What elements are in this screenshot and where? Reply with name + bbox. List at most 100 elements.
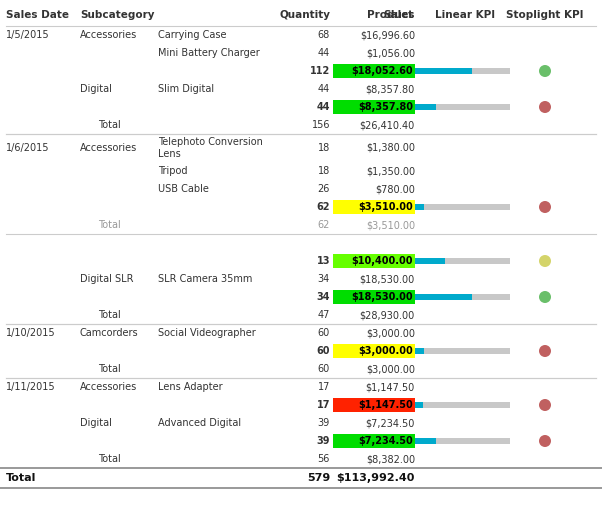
Text: $16,996.60: $16,996.60 xyxy=(360,30,415,40)
Text: Total: Total xyxy=(98,310,121,320)
Bar xyxy=(333,64,415,78)
Text: 1/6/2015: 1/6/2015 xyxy=(6,143,49,153)
Text: 60: 60 xyxy=(318,364,330,374)
Text: $18,530.00: $18,530.00 xyxy=(352,292,413,302)
Text: Total: Total xyxy=(98,120,121,130)
Bar xyxy=(415,438,436,444)
Text: $26,410.40: $26,410.40 xyxy=(360,120,415,130)
Text: $7,234.50: $7,234.50 xyxy=(365,418,415,428)
Text: $1,147.50: $1,147.50 xyxy=(358,400,413,410)
Text: 34: 34 xyxy=(318,274,330,284)
Bar xyxy=(415,258,510,264)
Text: Accessories: Accessories xyxy=(80,30,137,40)
Text: $3,000.00: $3,000.00 xyxy=(366,364,415,374)
Text: Sales: Sales xyxy=(383,10,415,20)
Text: 13: 13 xyxy=(317,256,330,266)
Text: Digital: Digital xyxy=(80,84,112,94)
Text: $10,400.00: $10,400.00 xyxy=(352,256,413,266)
Text: Accessories: Accessories xyxy=(80,382,137,392)
Text: USB Cable: USB Cable xyxy=(158,184,209,194)
Text: $3,000.00: $3,000.00 xyxy=(366,328,415,338)
Text: 47: 47 xyxy=(318,310,330,320)
Text: Product: Product xyxy=(367,10,413,20)
Text: $18,052.60: $18,052.60 xyxy=(352,66,413,76)
Bar xyxy=(415,348,510,354)
Text: $8,382.00: $8,382.00 xyxy=(366,454,415,464)
Text: 1/5/2015: 1/5/2015 xyxy=(6,30,49,40)
Text: $1,380.00: $1,380.00 xyxy=(366,143,415,153)
Text: Quantity: Quantity xyxy=(279,10,330,20)
Text: 60: 60 xyxy=(318,328,330,338)
Bar xyxy=(333,200,415,214)
Bar xyxy=(415,348,424,354)
Circle shape xyxy=(539,255,551,267)
Text: 39: 39 xyxy=(317,436,330,446)
Text: 44: 44 xyxy=(318,84,330,94)
Text: $1,147.50: $1,147.50 xyxy=(366,382,415,392)
Text: Accessories: Accessories xyxy=(80,143,137,153)
Text: Digital: Digital xyxy=(80,418,112,428)
Text: Linear KPI: Linear KPI xyxy=(435,10,495,20)
Text: $3,510.00: $3,510.00 xyxy=(358,202,413,212)
Circle shape xyxy=(539,345,551,357)
Text: Telephoto Conversion: Telephoto Conversion xyxy=(158,137,263,147)
Text: Carrying Case: Carrying Case xyxy=(158,30,226,40)
Text: Total: Total xyxy=(6,473,36,483)
Bar xyxy=(415,68,510,74)
Text: 62: 62 xyxy=(317,202,330,212)
Text: Tripod: Tripod xyxy=(158,166,187,176)
Text: Subcategory: Subcategory xyxy=(80,10,155,20)
Circle shape xyxy=(539,101,551,113)
Bar xyxy=(333,100,415,114)
Text: 39: 39 xyxy=(318,418,330,428)
Text: 34: 34 xyxy=(317,292,330,302)
Text: Total: Total xyxy=(98,220,121,230)
Text: 68: 68 xyxy=(318,30,330,40)
Bar xyxy=(415,402,423,408)
Text: Advanced Digital: Advanced Digital xyxy=(158,418,241,428)
Text: 17: 17 xyxy=(317,400,330,410)
Text: 62: 62 xyxy=(318,220,330,230)
Text: Camcorders: Camcorders xyxy=(80,328,138,338)
Bar xyxy=(415,438,510,444)
Text: SLR Camera 35mm: SLR Camera 35mm xyxy=(158,274,252,284)
Text: $8,357.80: $8,357.80 xyxy=(366,84,415,94)
Text: 44: 44 xyxy=(317,102,330,112)
Text: $3,000.00: $3,000.00 xyxy=(358,346,413,356)
Circle shape xyxy=(539,291,551,303)
Text: Lens: Lens xyxy=(158,149,181,159)
Text: Mini Battery Charger: Mini Battery Charger xyxy=(158,48,259,58)
Text: $1,350.00: $1,350.00 xyxy=(366,166,415,176)
Bar xyxy=(333,290,415,304)
Text: 579: 579 xyxy=(307,473,330,483)
Text: 18: 18 xyxy=(318,166,330,176)
Text: $780.00: $780.00 xyxy=(375,184,415,194)
Text: Slim Digital: Slim Digital xyxy=(158,84,214,94)
Text: 1/10/2015: 1/10/2015 xyxy=(6,328,55,338)
Bar xyxy=(415,258,445,264)
Bar xyxy=(333,398,415,412)
Circle shape xyxy=(539,435,551,447)
Bar xyxy=(415,68,472,74)
Bar xyxy=(333,254,415,268)
Circle shape xyxy=(539,201,551,213)
Text: 26: 26 xyxy=(318,184,330,194)
Text: Total: Total xyxy=(98,454,121,464)
Text: 1/11/2015: 1/11/2015 xyxy=(6,382,55,392)
Text: Stoplight KPI: Stoplight KPI xyxy=(506,10,584,20)
Circle shape xyxy=(539,65,551,77)
Text: 56: 56 xyxy=(318,454,330,464)
Text: Lens Adapter: Lens Adapter xyxy=(158,382,223,392)
Text: $3,510.00: $3,510.00 xyxy=(366,220,415,230)
Circle shape xyxy=(539,399,551,411)
Text: 17: 17 xyxy=(318,382,330,392)
Text: $1,056.00: $1,056.00 xyxy=(366,48,415,58)
Text: Sales Date: Sales Date xyxy=(6,10,69,20)
Bar xyxy=(415,294,472,300)
Text: $8,357.80: $8,357.80 xyxy=(358,102,413,112)
Text: 44: 44 xyxy=(318,48,330,58)
Text: $113,992.40: $113,992.40 xyxy=(337,473,415,483)
Bar xyxy=(415,204,424,210)
Text: 156: 156 xyxy=(311,120,330,130)
Bar xyxy=(415,402,510,408)
